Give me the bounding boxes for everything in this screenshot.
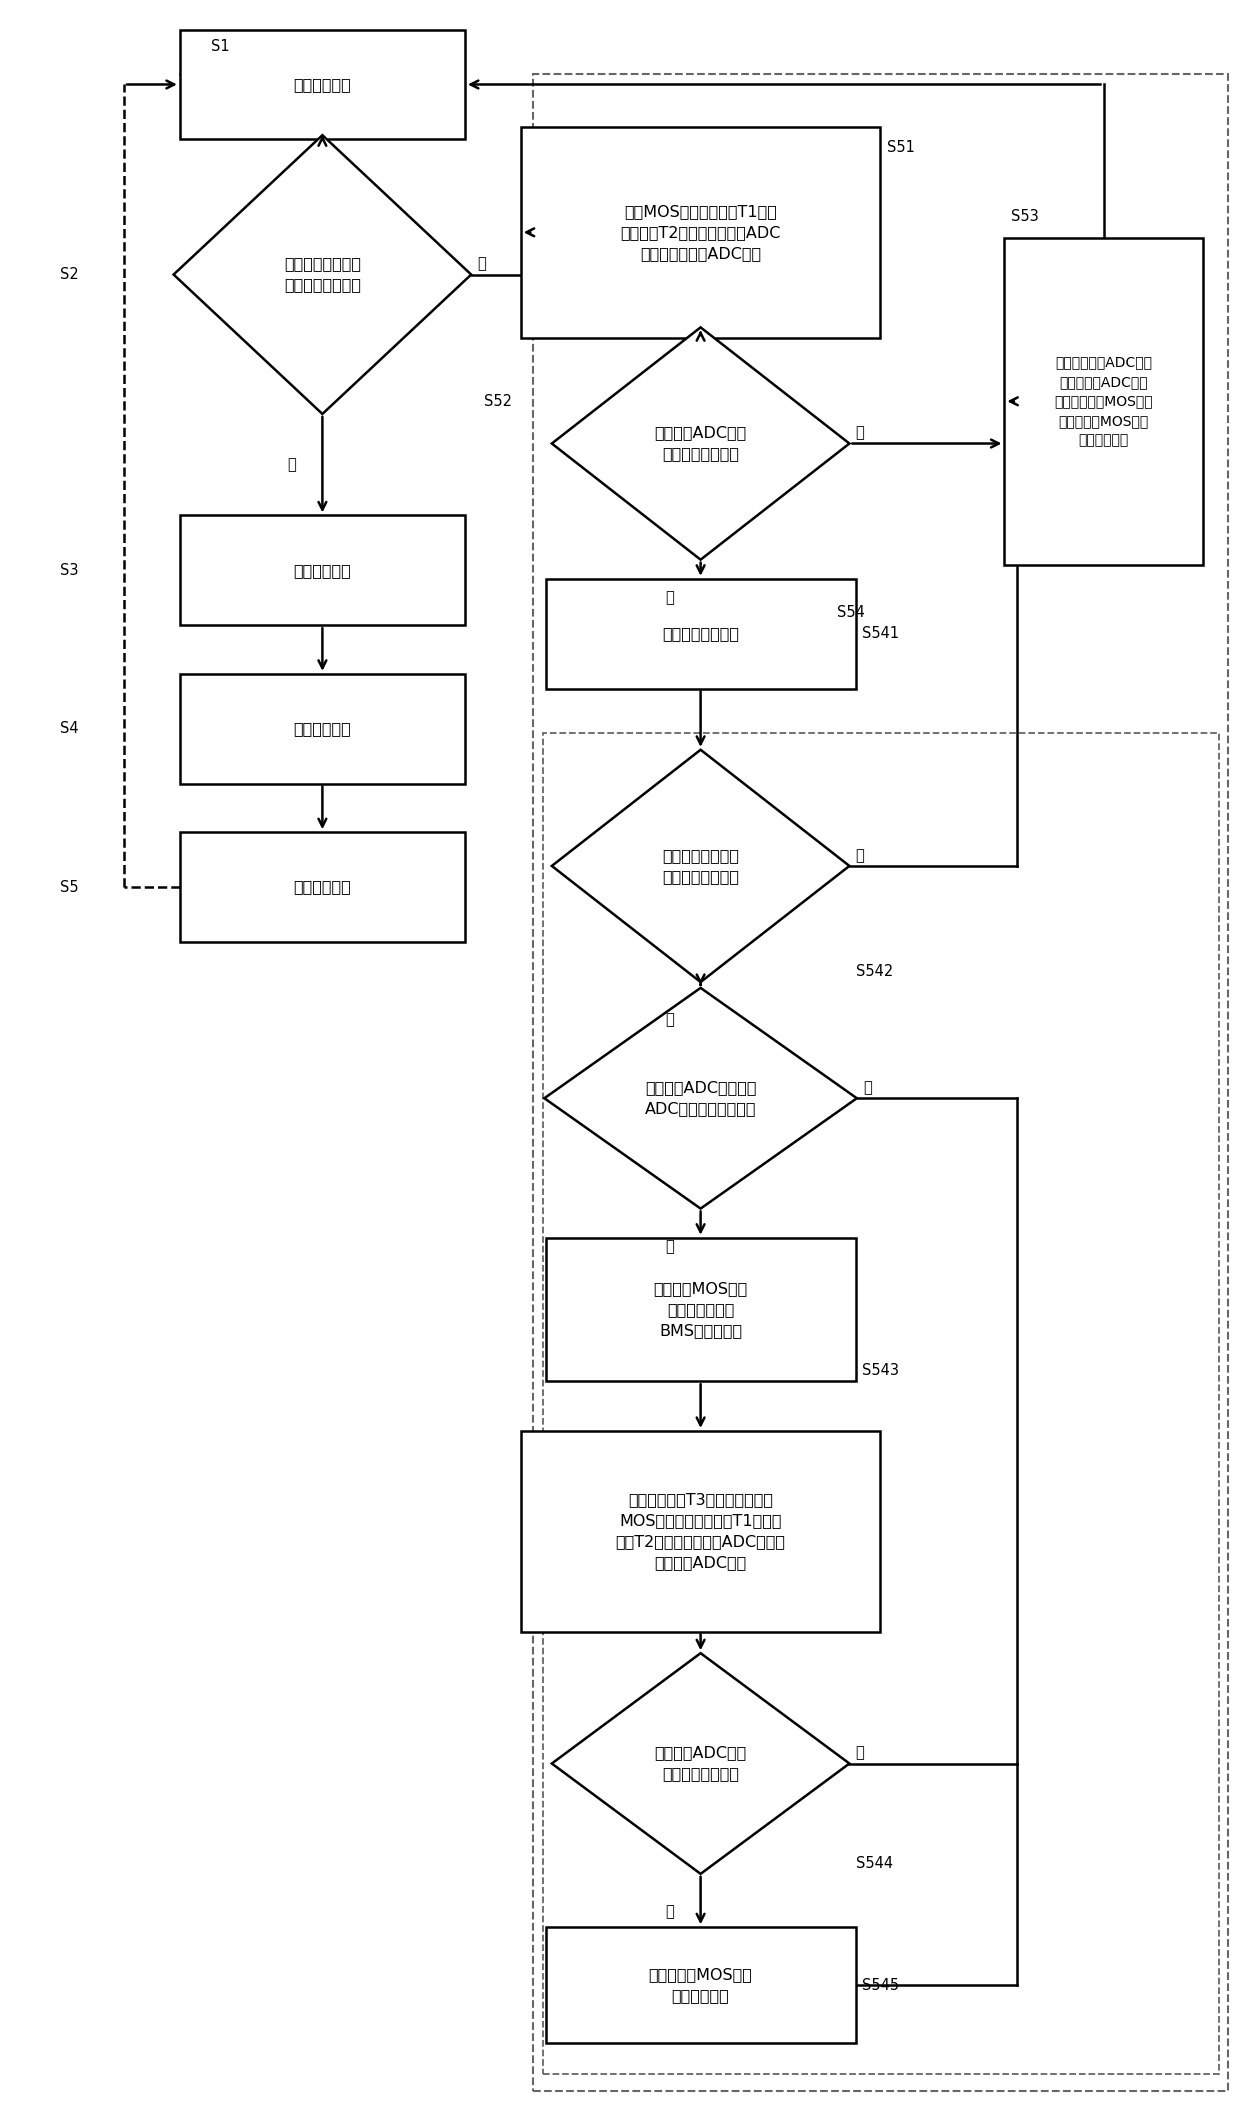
Text: 否: 否 [665, 589, 675, 606]
Polygon shape [552, 327, 849, 560]
Bar [1004, 237, 1203, 564]
Text: S52: S52 [484, 393, 512, 410]
Bar [180, 515, 465, 625]
Text: S544: S544 [856, 1856, 893, 1871]
Text: 充电电流是否大于
或等于过流阈值？: 充电电流是否大于 或等于过流阈值？ [284, 256, 361, 294]
Polygon shape [552, 1654, 849, 1873]
Polygon shape [174, 135, 471, 414]
Text: 获取充电电流序列: 获取充电电流序列 [662, 625, 739, 642]
Text: S54: S54 [837, 604, 864, 621]
Text: 预充MOS管导通并持续T1时间
之后，以T2时间为间隔进行ADC
采样，得到第一ADC序列: 预充MOS管导通并持续T1时间 之后，以T2时间为间隔进行ADC 采样，得到第一… [620, 205, 781, 260]
Text: 执行预充过程: 执行预充过程 [294, 720, 351, 737]
Text: S545: S545 [862, 1977, 899, 1994]
Text: S5: S5 [60, 879, 78, 895]
Bar [180, 832, 465, 942]
Text: S3: S3 [60, 562, 78, 579]
Text: 否: 否 [665, 1012, 675, 1029]
Text: 持续采样记录ADC值，
直至采样的ADC值为
零，关断预充MOS管，
导通主功率MOS管，
恢复正常上电: 持续采样记录ADC值， 直至采样的ADC值为 零，关断预充MOS管， 导通主功率… [1054, 355, 1153, 448]
Text: 否: 否 [863, 1079, 872, 1096]
Text: 是: 是 [665, 1905, 675, 1920]
Text: 关断预充MOS管，
输出短路信号给
BMS的通信接口: 关断预充MOS管， 输出短路信号给 BMS的通信接口 [653, 1282, 748, 1337]
Bar [546, 579, 856, 689]
Text: 否: 否 [856, 1745, 864, 1761]
Polygon shape [552, 750, 849, 982]
Text: 判断充电电流序列
是否为递减序列？: 判断充电电流序列 是否为递减序列？ [662, 847, 739, 885]
Text: 否: 否 [477, 256, 486, 272]
Bar [521, 1432, 880, 1630]
Bar [180, 674, 465, 784]
Text: 恢复正常上电: 恢复正常上电 [294, 879, 351, 895]
Text: S542: S542 [856, 963, 893, 980]
Text: S4: S4 [60, 720, 78, 737]
Text: 是: 是 [665, 1240, 675, 1255]
Text: 判断第一ADC序列中的
ADC值是否维持不变？: 判断第一ADC序列中的 ADC值是否维持不变？ [645, 1079, 756, 1117]
Bar [546, 1926, 856, 2044]
Text: 判断第二ADC序列
是否为递减序列？: 判断第二ADC序列 是否为递减序列？ [655, 1745, 746, 1783]
Text: S543: S543 [862, 1362, 899, 1379]
Text: S51: S51 [887, 139, 914, 156]
Text: S541: S541 [862, 625, 899, 642]
Text: S53: S53 [1011, 209, 1038, 224]
Text: S1: S1 [211, 38, 229, 55]
Bar [533, 74, 1228, 2091]
Bar [546, 1238, 856, 1381]
Text: 采样充电电流: 采样充电电流 [294, 76, 351, 93]
Text: S2: S2 [60, 266, 78, 283]
Text: 执行过流保护: 执行过流保护 [294, 562, 351, 579]
Polygon shape [544, 988, 857, 1208]
Text: 判断第一ADC序列
是否为递减序列？: 判断第一ADC序列 是否为递减序列？ [655, 425, 746, 463]
Text: 是: 是 [856, 425, 864, 441]
Text: 预充关断持续T3时间之后，预充
MOS管重新导通并持续T1时间，
再以T2时间为间隔进行ADC采样，
得到第二ADC序列: 预充关断持续T3时间之后，预充 MOS管重新导通并持续T1时间， 再以T2时间为… [615, 1493, 786, 1569]
Bar [543, 733, 1219, 2074]
Text: 导通主功率MOS管，
恢复正常上电: 导通主功率MOS管， 恢复正常上电 [649, 1966, 753, 2004]
Bar [180, 30, 465, 139]
Text: 是: 是 [856, 847, 864, 864]
Bar [521, 127, 880, 338]
Text: 是: 是 [286, 456, 296, 473]
